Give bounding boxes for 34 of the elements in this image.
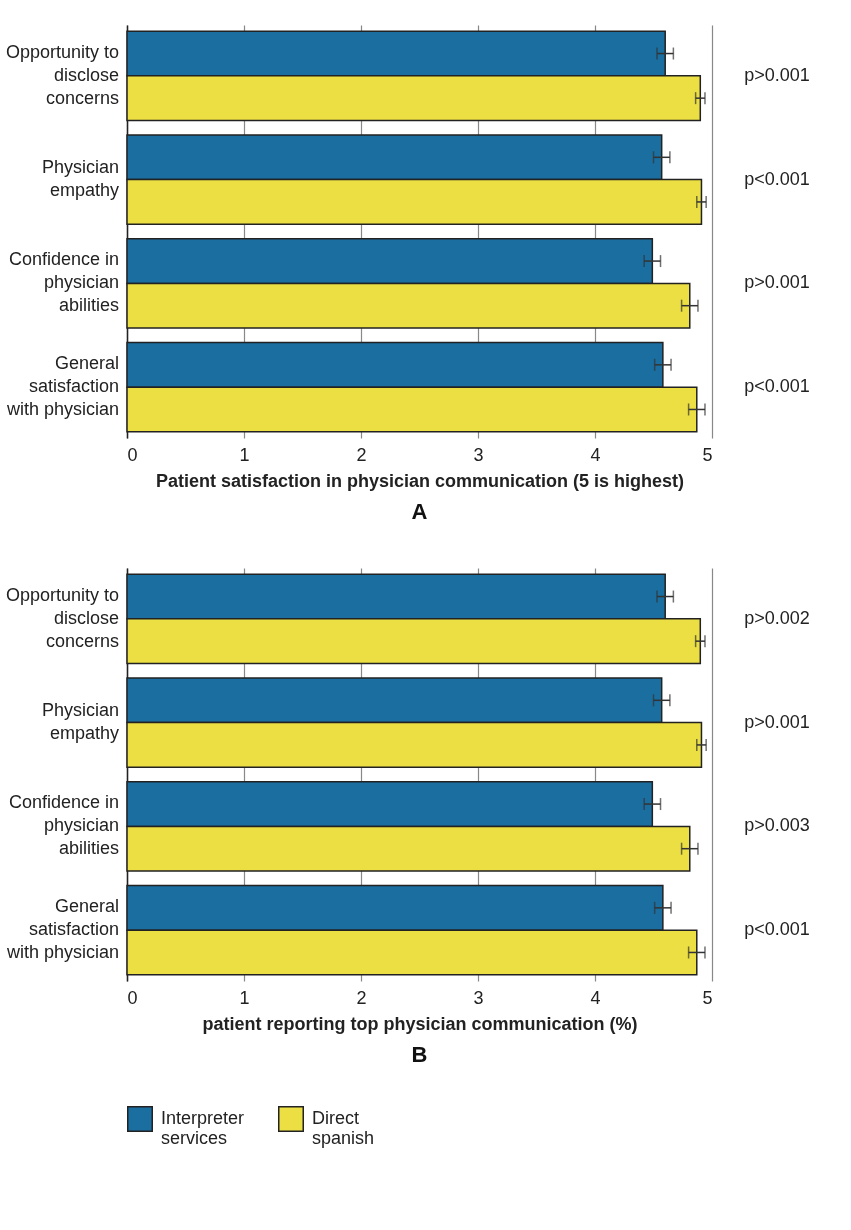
y-tick-label: Opportunity to disclose concerns [5, 584, 119, 651]
x-tick-label: 4 [590, 444, 601, 465]
text: p>0.003 [744, 815, 810, 836]
text: A [411, 499, 428, 524]
y-tick-label: Physician empathy [41, 157, 119, 201]
text: p<0.001 [744, 919, 810, 940]
y-tick-label: Confidence in physician abilities [8, 792, 119, 859]
legend-label: Interpreter services [161, 1108, 245, 1148]
text: p>0.001 [744, 64, 810, 85]
x-tick-label: 3 [473, 444, 484, 465]
y-tick-label: General satisfaction with physician [5, 896, 119, 963]
x-tick-label: 3 [473, 987, 484, 1008]
x-tick-label: 5 [702, 444, 713, 465]
text: p>0.001 [744, 272, 810, 293]
text: p>0.002 [744, 607, 810, 628]
legend-label: Direct spanish [312, 1108, 375, 1148]
x-tick-label: 5 [702, 987, 713, 1008]
text: p>0.001 [744, 711, 810, 732]
text: B [411, 1042, 428, 1067]
x-tick-label: 4 [590, 987, 601, 1008]
y-tick-label: General satisfaction with physician [5, 353, 119, 420]
text: p<0.001 [744, 168, 810, 189]
x-axis-title: Patient satisfaction in physician communication (5 is highest) [155, 470, 685, 491]
y-tick-label: Physician empathy [41, 700, 119, 744]
x-tick-label: 2 [356, 987, 367, 1008]
x-tick-label: 0 [127, 987, 138, 1008]
text: p<0.001 [744, 376, 810, 397]
x-tick-label: 0 [127, 444, 138, 465]
y-tick-label: Confidence in physician abilities [8, 249, 119, 316]
x-tick-label: 2 [356, 444, 367, 465]
y-tick-label: Opportunity to disclose concerns [5, 41, 119, 108]
x-tick-label: 1 [239, 987, 250, 1008]
x-axis-title: patient reporting top physician communication (%) [202, 1013, 638, 1034]
x-tick-label: 1 [239, 444, 250, 465]
